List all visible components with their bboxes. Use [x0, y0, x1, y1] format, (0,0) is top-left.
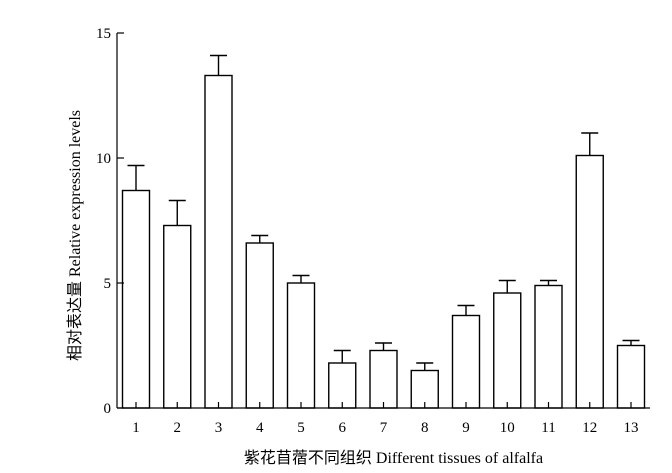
x-tick-label: 10 [500, 420, 515, 436]
x-tick-label: 6 [339, 420, 347, 436]
bar-11 [534, 284, 563, 409]
x-tick-label: 9 [462, 420, 470, 436]
y-tick-label: 15 [96, 26, 111, 42]
x-tick-label: 7 [380, 420, 388, 436]
x-axis-title: 紫花苜蓿不同组织 Different tissues of alfalfa [244, 449, 543, 467]
x-tick-label: 13 [624, 420, 639, 436]
x-tick-label: 11 [541, 420, 555, 436]
y-tick-label: 10 [96, 151, 111, 167]
x-tick-label: 8 [421, 420, 429, 436]
x-tick-label: 2 [174, 420, 182, 436]
plot-area [121, 54, 646, 409]
x-tick-label: 4 [256, 420, 264, 436]
x-axis: 1 2 3 4 5 6 7 8 9 10 11 12 13 [117, 402, 650, 436]
bar-7 [369, 349, 398, 409]
x-tick-label: 5 [297, 420, 305, 436]
bar-1 [121, 189, 151, 409]
bar-3 [204, 74, 233, 409]
bar-4 [245, 242, 274, 409]
bar-13 [616, 344, 646, 409]
y-axis: 0 5 10 15 [96, 26, 124, 417]
bar-6 [328, 362, 357, 409]
bar-9 [451, 314, 481, 409]
bar-5 [286, 282, 316, 409]
y-tick-label: 0 [104, 401, 112, 417]
y-tick-label: 5 [104, 276, 112, 292]
bar-10 [493, 292, 522, 409]
bar-2 [163, 224, 192, 409]
y-axis-title: 相对表达量 Relative expression levels [66, 110, 84, 361]
x-tick-label: 1 [132, 420, 140, 436]
x-tick-label: 12 [582, 420, 597, 436]
x-tick-label: 3 [215, 420, 223, 436]
bar-12 [575, 154, 604, 409]
